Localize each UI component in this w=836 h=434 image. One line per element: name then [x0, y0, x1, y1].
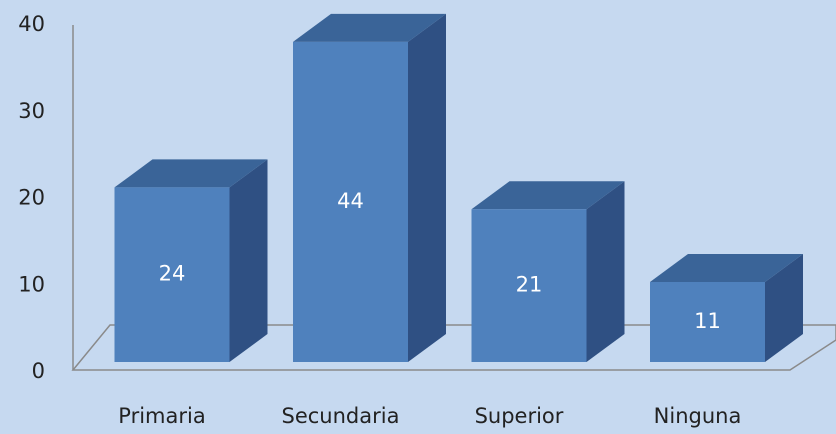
bar-top [293, 13, 446, 42]
y-tick-label: 20 [18, 186, 45, 210]
bar [650, 253, 803, 362]
bar [293, 13, 446, 363]
value-label: 24 [159, 262, 186, 286]
bar-top [114, 159, 268, 188]
y-tick-label: 0 [32, 359, 45, 383]
y-tick-label: 10 [18, 272, 45, 296]
bar-side [765, 253, 803, 362]
bar-front [114, 187, 230, 362]
bar-front [471, 209, 587, 362]
bar-side [586, 181, 625, 362]
bar-top [471, 181, 625, 210]
bar-front [650, 281, 765, 362]
x-tick-label: Secundaria [282, 404, 400, 428]
x-tick-label: Primaria [118, 404, 205, 428]
x-tick-label: Ninguna [654, 404, 742, 428]
bar-front [293, 41, 408, 363]
value-label: 21 [516, 273, 543, 297]
x-tick-label: Superior [475, 404, 564, 428]
value-label: 11 [694, 309, 721, 333]
y-tick-label: 30 [18, 99, 45, 123]
bar [471, 181, 625, 362]
bar-side [229, 159, 268, 362]
bar-top [650, 253, 803, 282]
y-tick-label: 40 [18, 12, 45, 36]
bar [114, 159, 268, 362]
bar-side [408, 13, 446, 363]
value-label: 44 [337, 189, 364, 213]
